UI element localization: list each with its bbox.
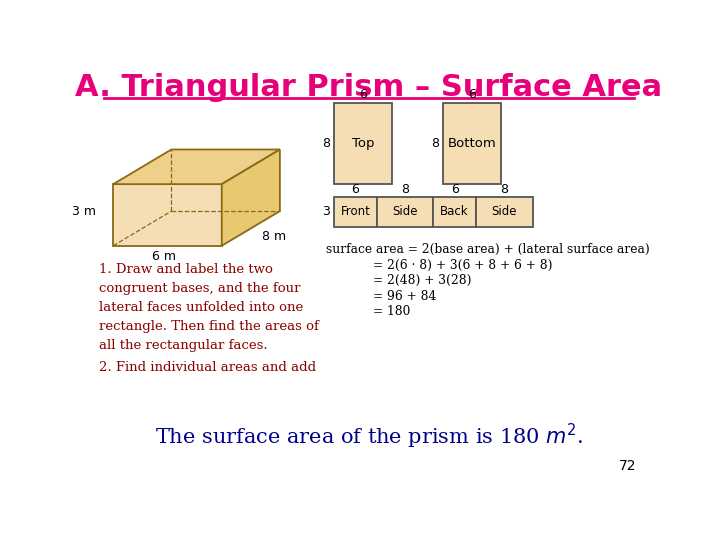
Text: 6 m: 6 m bbox=[152, 250, 176, 263]
Bar bbox=[377, 197, 433, 226]
Polygon shape bbox=[222, 150, 280, 246]
Text: A. Triangular Prism – Surface Area: A. Triangular Prism – Surface Area bbox=[76, 73, 662, 103]
Polygon shape bbox=[113, 184, 222, 246]
Text: 1. Draw and label the two
congruent bases, and the four
lateral faces unfolded i: 1. Draw and label the two congruent base… bbox=[99, 262, 319, 352]
Text: The surface area of the prism is 180 $m^2$.: The surface area of the prism is 180 $m^… bbox=[155, 422, 583, 451]
Text: surface area = 2(base area) + (lateral surface area): surface area = 2(base area) + (lateral s… bbox=[326, 244, 650, 256]
Text: = 180: = 180 bbox=[373, 305, 410, 318]
Text: 6: 6 bbox=[468, 89, 476, 102]
Text: 8: 8 bbox=[401, 183, 409, 196]
Text: Side: Side bbox=[492, 205, 517, 218]
Text: 3 m: 3 m bbox=[72, 205, 96, 218]
Text: 3: 3 bbox=[323, 205, 330, 218]
Bar bbox=[443, 103, 500, 184]
Text: = 2(48) + 3(28): = 2(48) + 3(28) bbox=[373, 274, 472, 287]
Text: Side: Side bbox=[392, 205, 418, 218]
Text: Bottom: Bottom bbox=[447, 137, 496, 150]
Text: 6: 6 bbox=[451, 183, 459, 196]
Text: 2. Find individual areas and add: 2. Find individual areas and add bbox=[99, 361, 316, 374]
Text: = 2(6 · 8) + 3(6 + 8 + 6 + 8): = 2(6 · 8) + 3(6 + 8 + 6 + 8) bbox=[373, 259, 552, 272]
Bar bbox=[476, 197, 533, 226]
Text: 6: 6 bbox=[359, 89, 367, 102]
Text: 8 m: 8 m bbox=[262, 230, 286, 242]
Text: 8: 8 bbox=[500, 183, 508, 196]
Text: = 96 + 84: = 96 + 84 bbox=[373, 289, 436, 302]
Polygon shape bbox=[113, 150, 280, 184]
Text: 72: 72 bbox=[619, 459, 636, 473]
Text: 8: 8 bbox=[323, 137, 330, 150]
Text: Back: Back bbox=[441, 205, 469, 218]
Bar bbox=[433, 197, 476, 226]
Bar bbox=[334, 197, 377, 226]
Text: Front: Front bbox=[341, 205, 370, 218]
Text: Top: Top bbox=[352, 137, 374, 150]
Text: 8: 8 bbox=[431, 137, 439, 150]
Text: 6: 6 bbox=[351, 183, 359, 196]
Bar bbox=[334, 103, 392, 184]
